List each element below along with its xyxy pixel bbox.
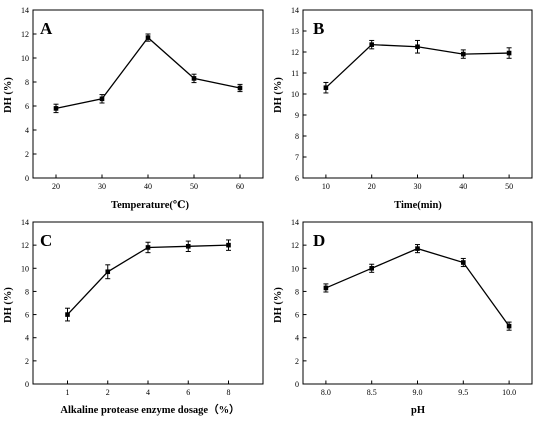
- panel-c-x-tick-label: 4: [146, 388, 150, 397]
- panel-a-y-tick-label: 0: [25, 174, 29, 183]
- panel-a-x-tick-label: 60: [236, 182, 244, 191]
- panel-a-y-tick-label: 14: [21, 6, 29, 15]
- panel-a-letter: A: [40, 19, 53, 38]
- panel-a-y-tick-label: 6: [25, 102, 29, 111]
- panel-c-x-tick-label: 2: [106, 388, 110, 397]
- panel-c-y-tick-label: 0: [25, 380, 29, 389]
- panel-b-data-point: [323, 85, 329, 90]
- panel-c-x-axis-title: Alkaline protease enzyme dosage（%）: [60, 403, 239, 416]
- panel-d-series-line: [325, 247, 510, 327]
- panel-b-y-axis-title: DH (%): [273, 77, 284, 113]
- panel-d-y-tick-label: 0: [295, 380, 299, 389]
- panel-d-x-tick-label: 8.5: [367, 388, 377, 397]
- panel-a-x-axis-title: Temperature(℃): [111, 200, 189, 211]
- panel-b-y-tick-label: 14: [291, 6, 299, 15]
- panel-a-x-tick-label: 40: [144, 182, 152, 191]
- panel-a-data-point: [53, 106, 59, 111]
- panel-c-series-line: [67, 244, 229, 316]
- panel-c-x-tick-label: 8: [227, 388, 231, 397]
- panel-c-y-tick-label: 2: [25, 357, 29, 366]
- panel-b-y-tick-label: 8: [295, 132, 299, 141]
- panel-c-data-point: [105, 269, 111, 275]
- panel-c-y-tick-label: 14: [21, 218, 29, 227]
- panel-d-y-axis-title: DH (%): [273, 287, 284, 323]
- panel-a-y-tick-label: 12: [21, 30, 29, 39]
- panel-d-data-point: [461, 260, 466, 265]
- panel-a-data-point: [237, 85, 243, 91]
- panel-b-y-tick-label: 11: [291, 69, 299, 78]
- panel-d-data-point: [369, 265, 374, 271]
- panel-c-y-tick-label: 6: [25, 311, 29, 320]
- panel-a: A Temperature(℃) DH (%) 0 2 4 6 8 10 12 14 20 30 4…: [3, 6, 264, 211]
- panel-b-axes-frame: [302, 9, 533, 179]
- panel-d-y-tick-label: 14: [291, 218, 299, 227]
- panel-a-x-tick-label: 20: [52, 182, 60, 191]
- panel-c-x-tick-label: 1: [66, 388, 70, 397]
- panel-d-y-tick-label: 12: [291, 241, 299, 250]
- panel-c-y-tick-label: 12: [21, 241, 29, 250]
- panel-b-y-tick-label: 7: [295, 153, 299, 162]
- panel-b-y-tick-label: 6: [295, 174, 299, 183]
- panel-a-y-tick-label: 4: [25, 126, 29, 135]
- panel-c-y-axis-title: DH (%): [3, 287, 14, 323]
- panel-b-data-point: [415, 44, 420, 50]
- panel-b-x-tick-label: 10: [322, 182, 330, 191]
- panel-d-letter: D: [313, 231, 325, 250]
- panel-c-y-tick-label: 10: [21, 264, 29, 273]
- panel-a-data-point: [145, 35, 151, 40]
- panel-b-x-axis-title: Time(min): [394, 200, 442, 211]
- panel-c-data-point: [65, 312, 70, 317]
- panel-c-data-point: [145, 245, 151, 250]
- panel-a-y-tick-label: 2: [25, 150, 29, 159]
- panel-c-x-tick-label: 6: [186, 388, 190, 397]
- panel-b-x-tick-label: 40: [459, 182, 467, 191]
- panel-a-y-tick-label: 10: [21, 54, 29, 63]
- panel-a-y-axis-title: DH (%): [3, 77, 14, 113]
- panel-d-x-tick-label: 9.5: [458, 388, 468, 397]
- panel-d-x-tick-label: 8.0: [321, 388, 331, 397]
- panel-b-y-tick-label: 9: [295, 111, 299, 120]
- panel-b-x-tick-label: 30: [414, 182, 422, 191]
- panel-b-data-point: [506, 50, 512, 56]
- panel-d: D pH DH (%) 0 2 4 6 8 10 12 14 8.0 8.5 9.0 9.5 10.0: [273, 218, 533, 416]
- panel-c-data-point: [226, 242, 231, 248]
- panel-c: C Alkaline protease enzyme dosage（%） DH …: [3, 218, 264, 416]
- panel-b-data-point: [369, 42, 374, 47]
- panel-d-x-tick-label: 9.0: [413, 388, 423, 397]
- panel-d-x-axis-title: pH: [411, 405, 425, 416]
- panel-d-y-tick-label: 6: [295, 311, 299, 320]
- panel-c-y-tick-label: 8: [25, 287, 29, 296]
- panel-a-x-tick-label: 30: [98, 182, 106, 191]
- panel-d-y-tick-label: 8: [295, 287, 299, 296]
- panel-d-data-point: [415, 246, 420, 251]
- panel-b-y-tick-label: 13: [291, 27, 299, 36]
- panel-a-data-point: [99, 96, 105, 102]
- panel-b-data-point: [461, 51, 466, 57]
- panel-a-y-tick-label: 8: [25, 78, 29, 87]
- panel-a-series-line: [55, 36, 241, 110]
- panel-d-y-tick-label: 10: [291, 264, 299, 273]
- panel-c-y-tick-label: 4: [25, 334, 29, 343]
- panel-b-x-tick-label: 50: [505, 182, 513, 191]
- panel-c-data-point: [185, 244, 191, 249]
- panel-d-data-point: [323, 285, 329, 291]
- panel-a-x-tick-label: 50: [190, 182, 198, 191]
- panel-b: B Time(min) DH (%) 6 7 8 9 10 11 12 13 14 10 20 30 4…: [273, 6, 533, 211]
- panel-b-letter: B: [313, 19, 324, 38]
- panel-b-y-tick-label: 12: [291, 48, 299, 57]
- panel-d-y-tick-label: 2: [295, 357, 299, 366]
- panel-a-data-point: [191, 76, 197, 81]
- panel-d-y-tick-label: 4: [295, 334, 299, 343]
- panel-c-letter: C: [40, 231, 52, 250]
- panel-b-x-tick-label: 20: [368, 182, 376, 191]
- panel-d-data-point: [506, 323, 512, 329]
- panel-d-x-tick-label: 10.0: [502, 388, 516, 397]
- panel-b-y-tick-label: 10: [291, 90, 299, 99]
